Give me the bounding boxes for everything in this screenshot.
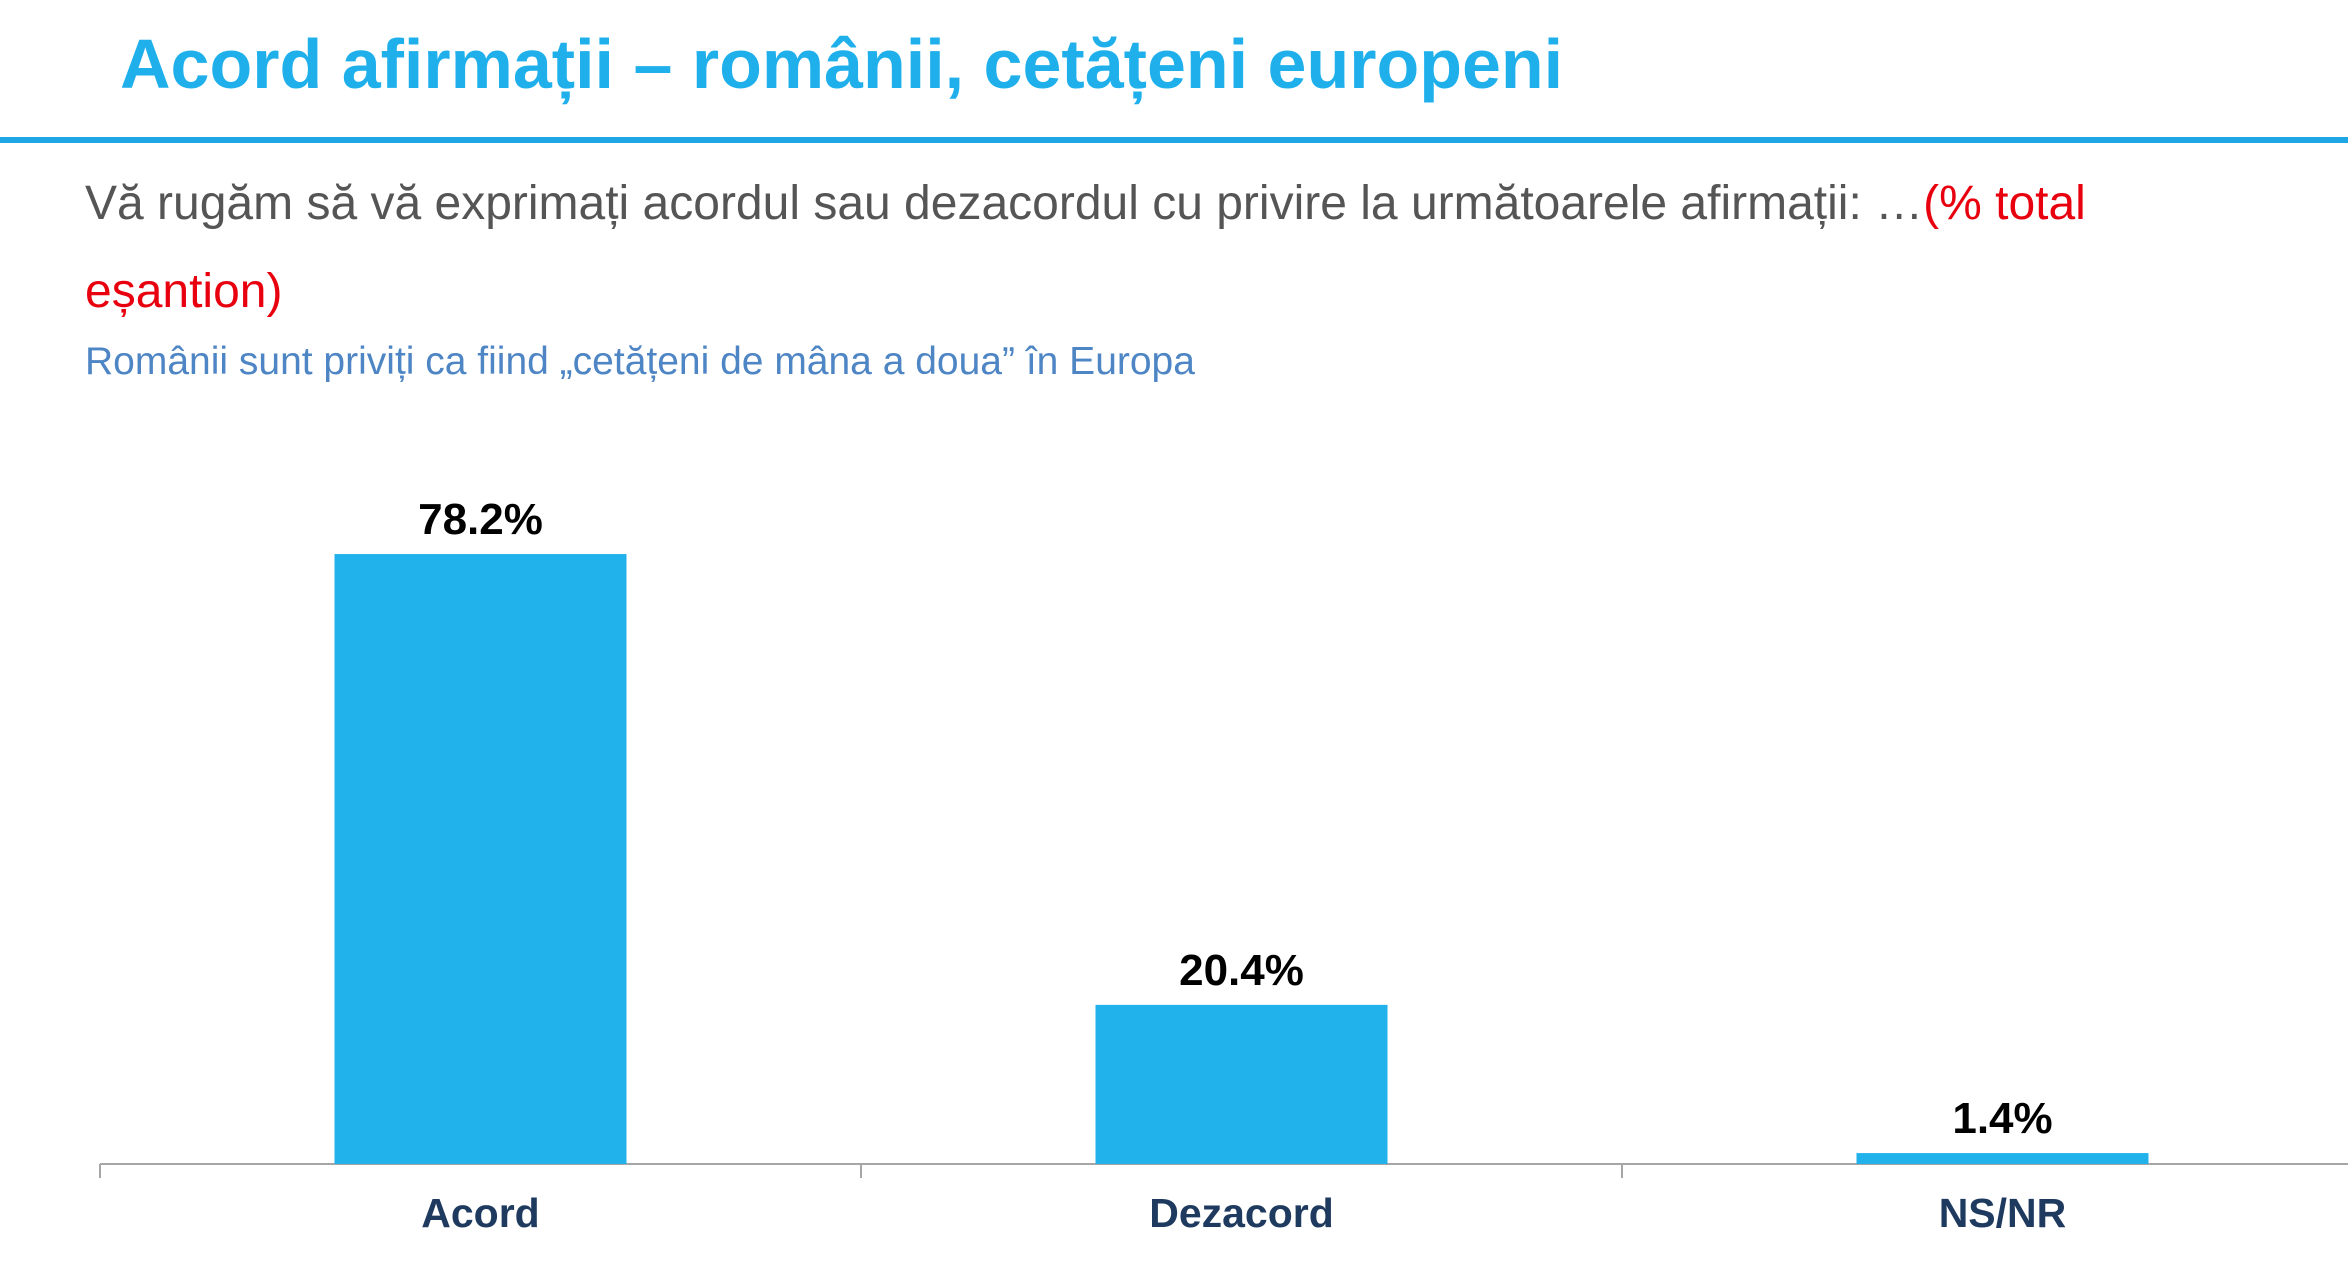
title-divider	[0, 137, 2348, 143]
question-text: Vă rugăm să vă exprimați acordul sau dez…	[85, 160, 2265, 336]
page-title: Acord afirmații – românii, cetățeni euro…	[120, 25, 1564, 103]
question-main: Vă rugăm să vă exprimați acordul sau dez…	[85, 177, 1924, 230]
bar-acord	[334, 554, 627, 1164]
category-label: NS/NR	[1939, 1190, 2067, 1236]
data-label: 1.4%	[1952, 1094, 2052, 1143]
sample-note: (% total eșantion)	[85, 177, 2086, 318]
data-label: 20.4%	[1179, 946, 1304, 995]
statement-text: Românii sunt priviți ca fiind „cetățeni …	[85, 340, 1195, 383]
bar-ns-nr	[1856, 1153, 2149, 1164]
category-label: Acord	[421, 1190, 539, 1236]
bar-dezacord	[1095, 1004, 1388, 1164]
data-label: 78.2%	[418, 495, 543, 544]
category-label: Dezacord	[1149, 1190, 1334, 1236]
